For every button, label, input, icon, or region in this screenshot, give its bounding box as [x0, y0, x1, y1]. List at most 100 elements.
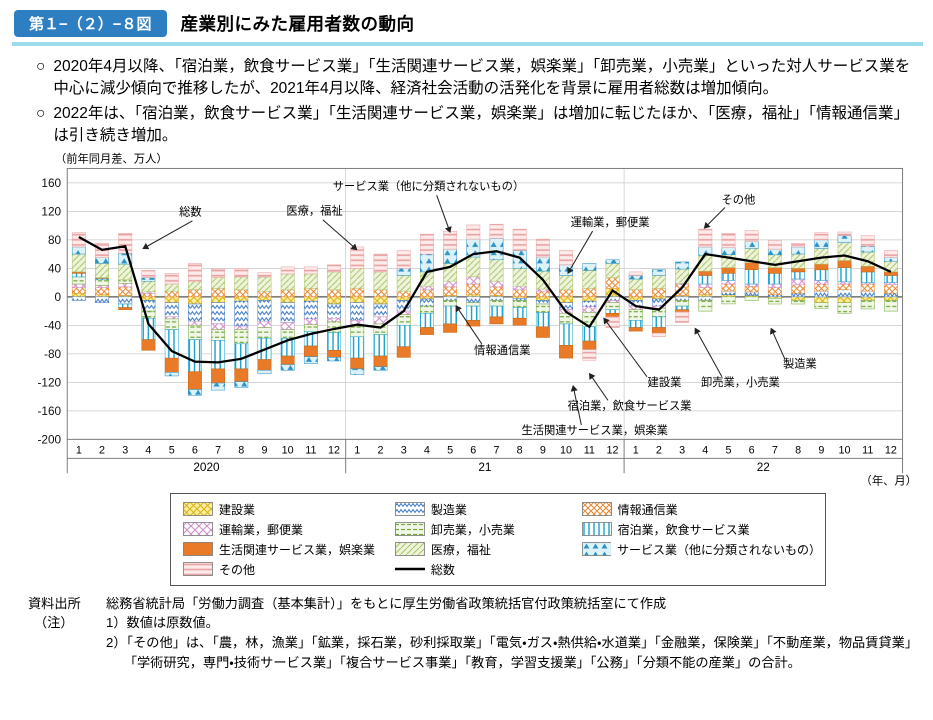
bullet-marker: ○: [36, 105, 46, 122]
legend-swatch: [581, 502, 612, 517]
legend-item: 生活関連サービス業，娯楽業: [183, 541, 391, 558]
legend-item: 総数: [394, 561, 578, 578]
month-label: 4: [424, 445, 430, 457]
year-label: 21: [478, 460, 491, 474]
figure-header: 第１−（２）−８図 産業別にみた雇用者数の動向: [12, 8, 923, 46]
chart-annotation: 総数: [179, 205, 202, 219]
year-label: 2020: [193, 460, 220, 474]
month-label: 7: [772, 445, 778, 457]
x-axis-label: （年、月）: [861, 474, 917, 488]
legend-item: 宿泊業，飲食サービス業: [581, 521, 821, 538]
annotation-leader: [567, 230, 594, 275]
legend-label: その他: [219, 562, 256, 577]
month-label: 6: [192, 445, 198, 457]
month-label: 7: [215, 445, 221, 457]
figure-title: 産業別にみた雇用者数の動向: [180, 14, 415, 34]
note-spacer: [28, 633, 96, 673]
chart-annotation: 生活関連サービス業，娯楽業: [521, 423, 667, 437]
legend-item: サービス業（他に分類されないもの）: [581, 541, 821, 558]
month-label: 10: [282, 445, 294, 457]
legend-item: 製造業: [394, 501, 578, 518]
y-tick: 40: [48, 261, 62, 275]
plot-frame: [66, 167, 904, 440]
month-label: 12: [607, 445, 619, 457]
bullet-item-1: ○ 2020年4月以降、「宿泊業，飲食サービス業」「生活関連サービス業，娯楽業」…: [36, 56, 917, 100]
month-label: 3: [401, 445, 407, 457]
y-tick: -40: [44, 318, 61, 332]
annotation-leader: [570, 385, 582, 426]
legend-item: 建設業: [183, 501, 391, 518]
legend-label: 情報通信業: [617, 502, 678, 517]
month-label: 4: [145, 445, 151, 457]
legend-label: 運輸業，郵便業: [219, 522, 304, 537]
month-label: 8: [795, 445, 801, 457]
month-label: 2: [656, 445, 662, 457]
legend-swatch: [183, 542, 213, 557]
month-label: 9: [818, 445, 824, 457]
month-label: 12: [885, 445, 897, 457]
month-label: 8: [238, 445, 244, 457]
y-tick: -80: [44, 347, 61, 361]
legend-swatch: [581, 522, 612, 537]
legend-label: 総数: [430, 562, 455, 577]
bullet-text-1: 2020年4月以降、「宿泊業，飲食サービス業」「生活関連サービス業，娯楽業」「卸…: [53, 58, 911, 97]
legend-swatch: [183, 562, 213, 577]
figure-number-badge: 第１−（２）−８図: [14, 10, 167, 37]
y-tick: -120: [37, 375, 61, 389]
legend-swatch: [394, 567, 425, 571]
legend-item: 情報通信業: [581, 501, 821, 518]
chart-annotation: 宿泊業，飲食サービス業: [568, 399, 692, 413]
month-label: 3: [679, 445, 685, 457]
y-tick: 120: [41, 204, 61, 218]
legend-swatch: [183, 522, 213, 537]
legend-swatch: [394, 522, 425, 537]
chart-annotation: 建設業: [648, 376, 682, 389]
legend-label: 宿泊業，飲食サービス業: [617, 522, 750, 537]
annotation-leader: [694, 327, 723, 378]
y-tick: 80: [48, 233, 62, 247]
month-label: 2: [378, 445, 384, 457]
y-tick: -160: [37, 404, 61, 418]
chart-annotation: 情報通信業: [474, 343, 530, 357]
month-label: 5: [725, 445, 731, 457]
note-1: 1）数値は原数値。: [106, 615, 219, 631]
month-label: 5: [447, 445, 453, 457]
chart-annotation: 運輸業，郵便業: [571, 216, 650, 229]
month-label: 8: [517, 445, 523, 457]
month-label: 9: [540, 445, 546, 457]
legend-swatch: [183, 502, 213, 517]
month-label: 9: [261, 445, 267, 457]
chart-annotation: 製造業: [783, 357, 817, 371]
legend-item: 医療，福祉: [394, 541, 578, 558]
y-tick: 0: [55, 290, 62, 304]
legend-swatch: [394, 542, 425, 557]
month-label: 11: [862, 445, 873, 457]
legend-item: その他: [183, 561, 391, 578]
annotation-leader: [142, 220, 193, 250]
annotation-leader: [603, 317, 648, 378]
month-label: 5: [169, 445, 175, 457]
chart-annotation: サービス業（他に分類されないもの）: [333, 180, 525, 193]
month-label: 6: [749, 445, 755, 457]
note-label: （注）: [34, 615, 74, 631]
month-label: 1: [633, 445, 639, 457]
note-2: 2）「その他」は、「農，林，漁業」「鉱業，採石業，砂利採取業」「電気・ガス・熱供…: [106, 635, 918, 671]
month-label: 7: [493, 445, 499, 457]
legend-swatch: [394, 502, 425, 517]
month-label: 1: [76, 445, 82, 457]
summary-bullets: ○ 2020年4月以降、「宿泊業，飲食サービス業」「生活関連サービス業，娯楽業」…: [36, 56, 917, 147]
source-text: 総務省統計局「労働力調査（基本集計）」をもとに厚生労働省政策統括官付政策統括室に…: [106, 595, 667, 611]
legend-item: 運輸業，郵便業: [183, 521, 391, 538]
month-label: 10: [560, 445, 572, 457]
annotation-leader: [703, 207, 726, 229]
y-tick: -200: [37, 432, 61, 446]
chart-legend: 建設業 製造業 情報通信業 運輸業，郵便業 卸売業，小売業 宿泊業，飲食サービス業 生活関連…: [170, 492, 826, 586]
month-label: 1: [354, 445, 360, 457]
legend-label: サービス業（他に分類されないもの）: [616, 542, 821, 557]
month-label: 4: [702, 445, 708, 457]
unit-label: （前年同月差、万人）: [55, 151, 168, 165]
month-label: 11: [305, 445, 316, 457]
chart-annotation: 卸売業，小売業: [701, 375, 780, 389]
